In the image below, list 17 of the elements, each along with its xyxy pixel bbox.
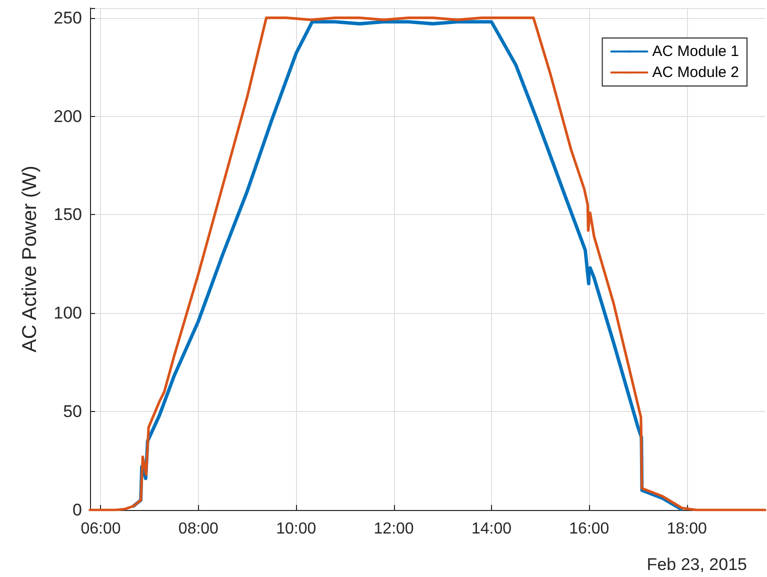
x-tick-label: 16:00: [569, 520, 610, 538]
text: Feb 23, 2015: [646, 555, 748, 574]
legend-label: AC Module 2: [652, 64, 740, 81]
x-tick-label: 08:00: [178, 520, 219, 538]
x-tick-label: 06:00: [80, 520, 121, 538]
legend-label: AC Module 1: [652, 43, 740, 60]
x-tick-label: 18:00: [666, 520, 707, 538]
y-tick-label: 50: [63, 402, 82, 422]
x-tick-label: 10:00: [276, 520, 316, 538]
y-tick-label: 0: [72, 500, 82, 520]
y-tick-label: 250: [54, 8, 82, 28]
x-tick-label: 12:00: [374, 520, 414, 538]
y-tick-label: 200: [54, 106, 82, 126]
y-axis-title: AC Active Power (W): [19, 166, 41, 352]
y-tick-label: 100: [54, 304, 82, 323]
y-tick-label: 150: [54, 205, 82, 224]
x-tick-label: 14:00: [471, 520, 512, 538]
